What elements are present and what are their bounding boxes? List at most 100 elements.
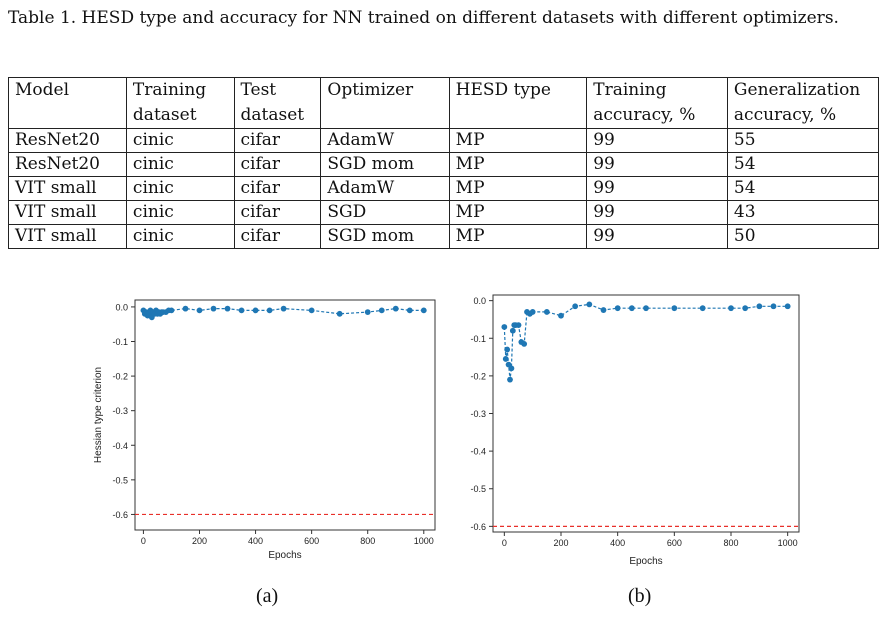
cell-hesd-type: MP [448,200,588,225]
x-tick-label: 200 [553,538,568,548]
y-tick-label: -0.2 [470,371,486,381]
x-tick-label: 0 [502,538,507,548]
cell-hesd-type: MP [448,152,588,177]
cell-training-dataset: cinic [125,128,235,153]
cell-test-dataset: cifar [233,176,322,201]
x-tick-label: 400 [248,536,263,546]
cell-training-dataset: cinic [125,176,235,201]
cell-model: VIT small [8,176,127,201]
cell-training-accuracy: 99 [586,152,728,177]
data-point [280,305,287,312]
header-hesd-type: HESD type [448,77,588,129]
y-tick-label: 0.0 [115,302,128,312]
y-tick-label: 0.0 [473,296,486,306]
table-header-row: Model Training dataset Test dataset Optimi… [8,77,880,129]
cell-optimizer: AdamW [320,176,450,201]
data-point [196,307,203,314]
y-tick-label: -0.1 [112,337,128,347]
header-text: Training [132,80,207,100]
cell-model: ResNet20 [8,128,127,153]
cell-generalization-accuracy: 50 [726,224,880,249]
data-point [742,305,749,312]
x-tick-label: 0 [141,536,146,546]
data-point [406,307,413,314]
y-axis-label: Hessian type criterion [93,367,104,463]
header-text: Training [593,80,667,100]
figure-label-a: (a) [256,585,279,607]
cell-optimizer: AdamW [320,128,450,153]
header-text: Test [240,80,277,100]
header-training-dataset: Training dataset [125,77,235,129]
data-point [364,309,371,316]
header-text: Optimizer [327,80,414,100]
cell-hesd-type: MP [448,224,588,249]
data-point [699,305,706,312]
header-text: dataset [132,105,197,125]
cell-model: VIT small [8,200,127,225]
results-table: Model Training dataset Test dataset Optimi… [8,77,880,249]
y-tick-label: -0.5 [470,484,486,494]
cell-test-dataset: cifar [233,200,322,225]
x-axis-label: Epochs [268,550,301,561]
y-tick-label: -0.4 [112,441,128,451]
cell-model: ResNet20 [8,152,127,177]
cell-training-accuracy: 99 [586,176,728,201]
header-text: Generalization [733,80,861,100]
data-point [336,310,343,317]
data-point [756,303,763,310]
table-caption: Table 1. HESD type and accuracy for NN t… [8,8,839,28]
x-tick-label: 800 [360,536,375,546]
data-point [308,307,315,314]
cell-training-dataset: cinic [125,224,235,249]
data-point [558,312,564,319]
x-tick-label: 600 [304,536,319,546]
y-tick-label: -0.1 [470,334,486,344]
data-point [614,305,621,312]
y-tick-label: -0.6 [470,522,486,532]
cell-test-dataset: cifar [233,128,322,153]
header-text: accuracy, % [733,105,837,125]
x-tick-label: 400 [610,538,625,548]
cell-training-dataset: cinic [125,152,235,177]
header-training-accuracy: Training accuracy, % [586,77,728,129]
cell-test-dataset: cifar [233,224,322,249]
table-row: ResNet20 cinic cifar SGD mom MP 99 54 [8,152,880,177]
figure-label-b: (b) [628,585,652,607]
data-point [210,305,217,312]
x-axis-label: Epochs [629,556,662,567]
data-point [420,307,427,314]
y-tick-label: -0.3 [470,409,486,419]
data-point [671,305,678,312]
data-point [770,303,777,310]
data-point [508,365,515,372]
data-point [784,303,791,310]
data-point [572,303,579,310]
data-point [600,307,607,313]
data-point [392,305,399,312]
x-tick-label: 200 [192,536,207,546]
header-text: dataset [240,105,305,125]
data-point [507,376,513,383]
x-tick-label: 600 [667,538,682,548]
y-tick-label: -0.6 [112,510,128,520]
cell-training-dataset: cinic [125,200,235,225]
data-point [266,307,273,314]
cell-training-accuracy: 99 [586,200,728,225]
cell-hesd-type: MP [448,128,588,153]
cell-generalization-accuracy: 55 [726,128,880,153]
chart-b: 0.0 -0.1 -0.2 -0.3 -0.4 -0.5 -0.6 0 200 400 600 800… [470,294,800,567]
data-point [521,341,528,347]
cell-optimizer: SGD mom [320,224,450,249]
header-text: HESD type [455,80,551,100]
x-tick-label: 800 [723,538,738,548]
data-point [378,307,385,314]
data-point [501,324,508,330]
cell-generalization-accuracy: 54 [726,152,880,177]
cell-model: VIT small [8,224,127,249]
data-point [238,307,245,314]
data-point [252,307,259,314]
table-row: VIT small cinic cifar AdamW MP 99 54 [8,176,880,201]
cell-optimizer: SGD mom [320,152,450,177]
cell-training-accuracy: 99 [586,224,728,249]
data-point [515,322,522,328]
